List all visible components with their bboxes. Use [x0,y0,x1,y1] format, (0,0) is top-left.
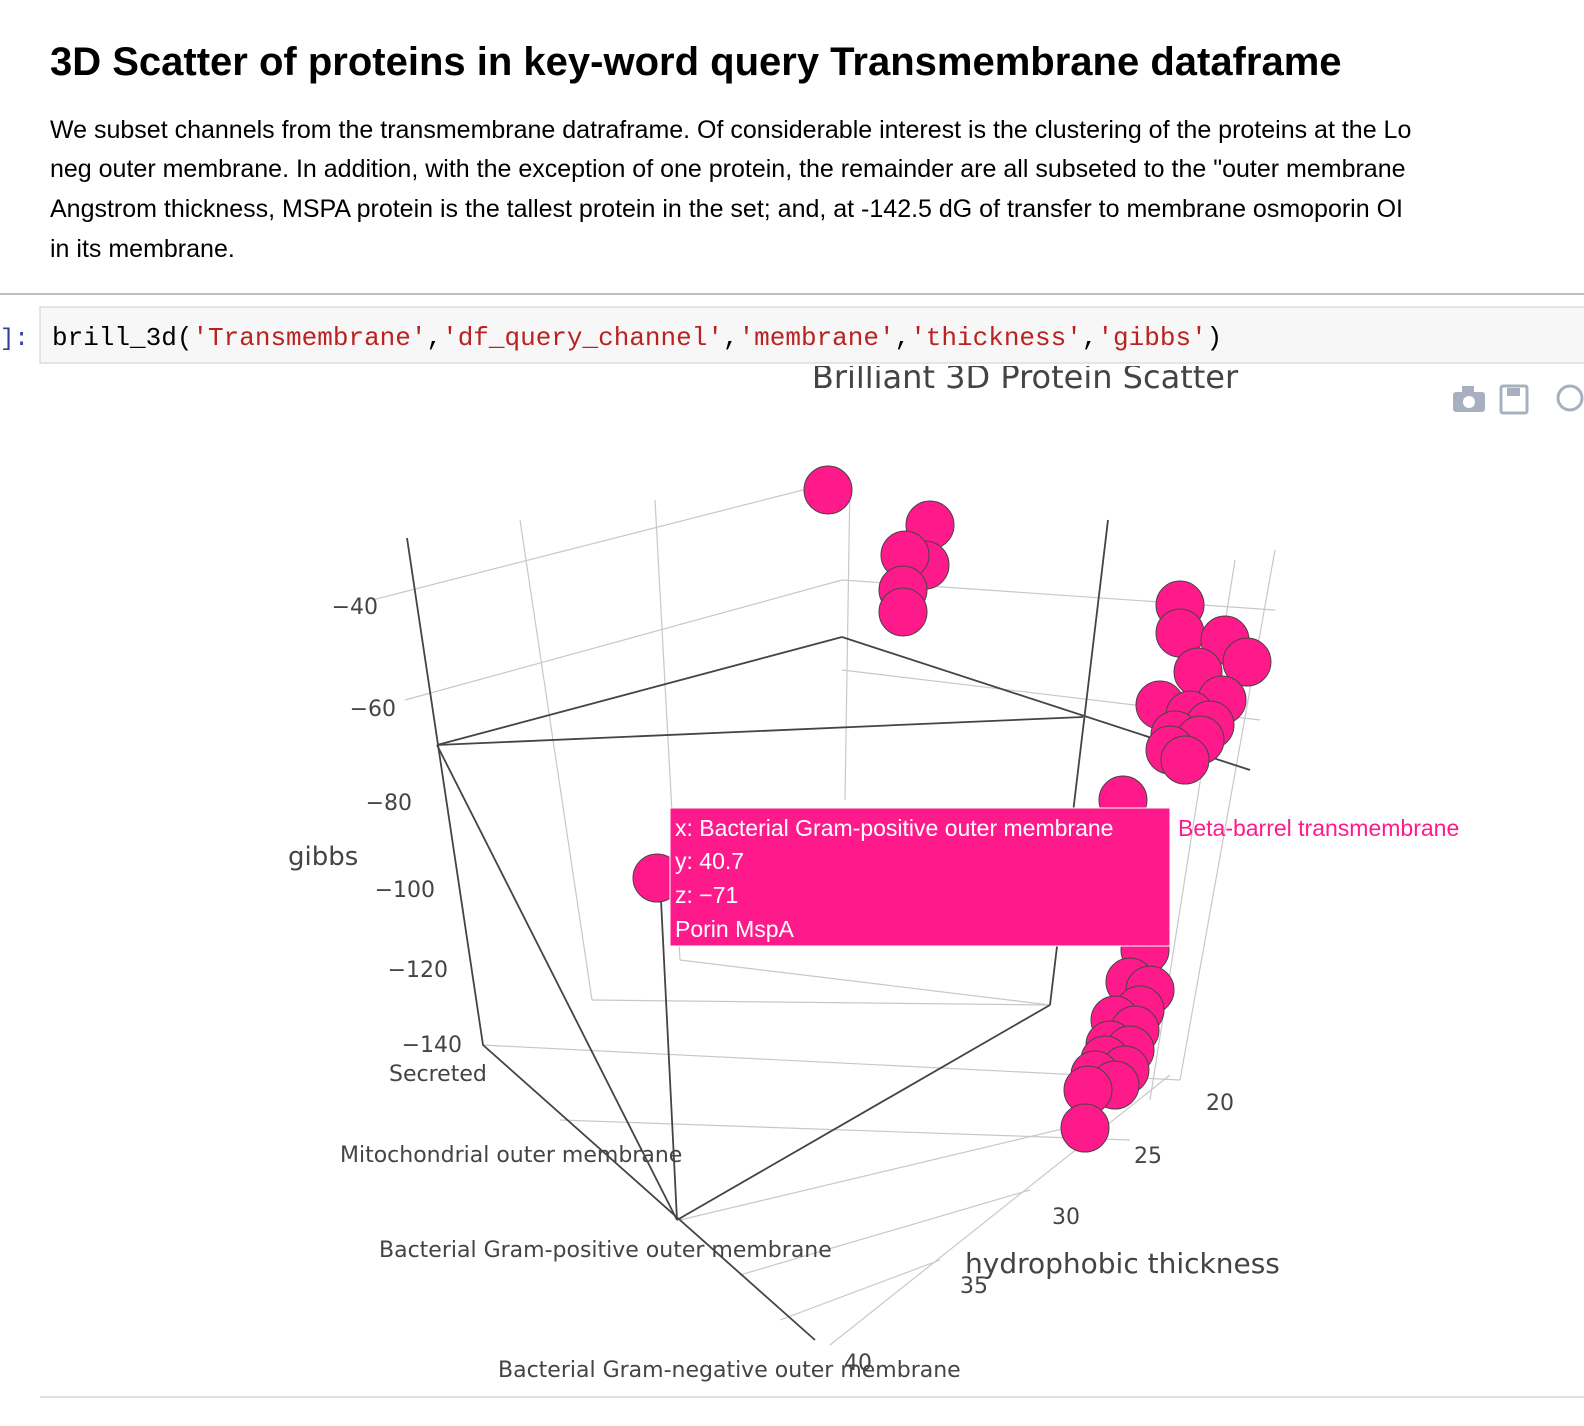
tooltip-line: Porin MspA [675,916,795,942]
paragraph-line: in its membrane. [50,235,235,263]
save-icon[interactable] [1499,384,1529,415]
x-tick-label: Bacterial Gram-positive outer membrane [379,1238,832,1263]
tooltip: x: Bacterial Gram-positive outer membran… [657,807,1459,947]
code-token: 'membrane' [739,323,895,353]
y-tick-label: 30 [1052,1205,1080,1230]
y-tick-label: 25 [1134,1144,1162,1169]
z-tick-label: −140 [402,1033,462,1058]
code-cell[interactable] [39,306,1584,364]
code-token: , [895,323,911,353]
paragraph-line: We subset channels from the transmembran… [50,116,1411,144]
code-token: 'Transmembrane' [192,323,426,353]
marker[interactable] [1060,1103,1110,1153]
code-line: brill_3d('Transmembrane','df_query_chann… [52,323,1222,353]
z-tick-label: −40 [332,595,378,620]
y-axis-title: hydrophobic thickness [965,1247,1280,1280]
x-tick-label: Secreted [389,1062,487,1087]
tooltip-trace: Beta-barrel transmembrane [1178,815,1459,841]
marker[interactable] [1222,637,1272,687]
tooltip-line: z: −71 [675,882,738,908]
code-token: 'thickness' [910,323,1082,353]
tooltip-line: x: Bacterial Gram-positive outer membran… [675,815,1113,841]
marker[interactable] [878,587,928,637]
tooltip-box [669,807,1171,947]
code-token: , [426,323,442,353]
cell-prompt: ]: [0,326,29,353]
z-tick-label: −100 [375,878,435,903]
y-tick-label: 40 [844,1351,872,1376]
tooltip-line: y: 40.7 [675,848,744,874]
more-icon[interactable] [1556,384,1584,412]
z-tick-label: −80 [366,791,412,816]
code-token: brill_3d( [52,323,192,353]
code-token: ) [1207,323,1223,353]
marker[interactable] [803,465,853,515]
code-token: , [1082,323,1098,353]
z-tick-label: −60 [350,697,396,722]
y-tick-label: 35 [960,1274,988,1299]
heading: 3D Scatter of proteins in key-word query… [50,40,1342,84]
paragraph-line: neg outer membrane. In addition, with th… [50,155,1406,183]
z-axis-title: gibbs [288,842,358,872]
modebar [1453,384,1584,415]
tooltip-pointer [657,862,670,892]
code-token: , [723,323,739,353]
x-tick-label: Bacterial Gram-negative outer membrane [498,1358,961,1383]
paragraph-line: Angstrom thickness, MSPA protein is the … [50,195,1403,223]
marker[interactable] [1160,735,1210,785]
code-token: 'df_query_channel' [442,323,723,353]
x-tick-label: Mitochondrial outer membrane [340,1143,682,1168]
code-token: 'gibbs' [1097,323,1206,353]
y-tick-label: 20 [1206,1091,1234,1116]
z-tick-label: −120 [388,958,448,983]
camera-icon[interactable] [1453,386,1485,412]
